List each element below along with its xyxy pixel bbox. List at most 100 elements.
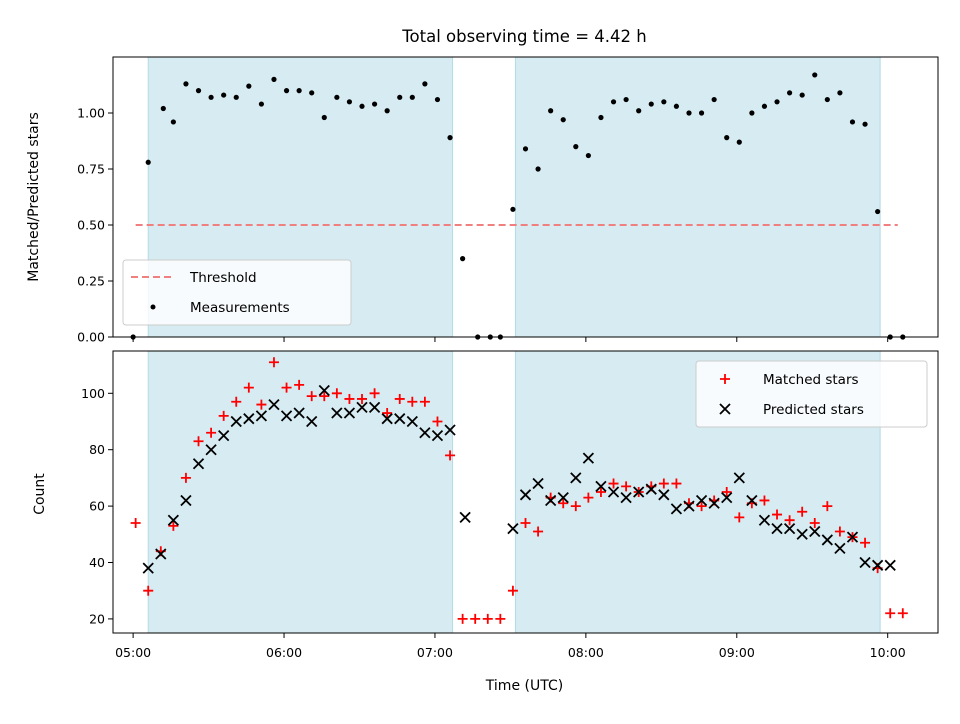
measurement-point: [447, 135, 453, 141]
matched-star-point: [595, 487, 606, 497]
matched-star-point: [759, 495, 770, 506]
matched-star-point: [357, 393, 368, 404]
measurement-point: [233, 94, 239, 100]
predicted-star-point: [834, 542, 846, 555]
matched-star-point: [822, 501, 833, 512]
measurement-point: [673, 103, 680, 109]
measurement-point: [183, 81, 189, 87]
y-tick-label: 100: [81, 386, 105, 401]
y-tick-label: 20: [89, 611, 105, 626]
measurement-point: [434, 96, 441, 103]
bottom-count-points: [130, 357, 908, 624]
matched-star-point: [721, 487, 732, 497]
bottom-y-ticks: 20 40 60 80 100: [81, 386, 113, 626]
matched-star-point: [897, 608, 908, 619]
predicted-star-point: [394, 413, 406, 425]
measurement-point: [610, 99, 617, 105]
measurement-point: [195, 88, 202, 94]
matched-star-point: [696, 501, 707, 512]
measurement-point: [711, 96, 717, 103]
matched-star-point: [268, 357, 279, 368]
top-legend: Threshold Measurements: [122, 259, 352, 326]
y-tick-label: 0.00: [77, 330, 105, 345]
y-tick-label: 60: [89, 499, 105, 514]
predicted-star-point: [620, 492, 632, 504]
matched-star-point: [772, 509, 783, 520]
predicted-star-point: [142, 562, 154, 574]
predicted-star-point: [670, 503, 683, 515]
predicted-star-point: [645, 483, 657, 495]
measurement-point: [548, 108, 554, 114]
predicted-star-point: [607, 486, 620, 498]
matched-star-point: [256, 399, 267, 410]
predicted-star-point: [268, 398, 280, 411]
matched-star-point: [495, 613, 506, 624]
predicted-star-point: [708, 497, 720, 509]
matched-star-point: [533, 526, 544, 537]
matched-legend-label: Matched stars: [763, 372, 859, 388]
predicted-star-point: [192, 458, 205, 470]
matched-star-point: [860, 537, 871, 548]
measurement-point: [623, 96, 629, 103]
predicted-star-point: [356, 401, 368, 414]
measurement-point: [283, 88, 290, 94]
measurement-point: [334, 94, 340, 100]
bottom-y-axis-label: Count: [32, 473, 48, 515]
measurement-point: [409, 94, 415, 100]
predicted-star-point: [180, 494, 192, 507]
predicted-star-point: [230, 415, 242, 428]
predicted-star-point: [343, 407, 356, 419]
matched-star-point: [180, 472, 191, 483]
matched-star-point: [419, 396, 430, 407]
predicted-star-point: [821, 534, 833, 546]
measurement-point: [736, 139, 742, 145]
y-tick-label: 1.00: [77, 106, 105, 121]
predicted-star-point: [570, 472, 582, 484]
y-tick-label: 0.75: [77, 162, 105, 177]
measurement-point: [661, 99, 667, 105]
matched-star-point: [130, 518, 141, 529]
matched-star-point: [344, 393, 355, 404]
predicted-star-point: [419, 427, 431, 439]
predicted-star-point: [733, 472, 745, 484]
matched-star-point: [671, 478, 682, 489]
predicted-star-point: [331, 407, 343, 419]
matched-star-point: [734, 512, 745, 523]
predicted-star-point: [582, 452, 595, 464]
measurements-legend-swatch: [150, 304, 156, 310]
predicted-star-point: [695, 494, 708, 507]
matched-star-point: [331, 388, 342, 399]
predicted-legend-swatch: [719, 403, 731, 415]
measurement-point: [849, 119, 856, 125]
predicted-star-point: [155, 548, 167, 560]
predicted-star-point: [381, 413, 393, 425]
matched-star-point: [658, 478, 669, 489]
matched-star-point: [218, 410, 229, 421]
matched-star-point: [369, 388, 380, 399]
bottom-legend: Matched stars Predicted stars: [695, 360, 928, 428]
predicted-star-point: [459, 511, 471, 524]
x-tick-label: 06:00: [266, 645, 302, 660]
predicted-star-point: [633, 486, 645, 498]
matched-star-point: [306, 391, 317, 402]
predicted-star-point: [884, 559, 896, 571]
matched-star-point: [168, 520, 179, 531]
matched-star-point: [407, 396, 418, 407]
predicted-star-point: [306, 415, 318, 428]
matched-legend-swatch: [720, 374, 730, 384]
measurement-point: [787, 90, 793, 96]
predicted-star-point: [280, 410, 293, 422]
shaded-interval: [147, 350, 454, 634]
predicted-star-point: [871, 559, 884, 571]
matched-star-point: [621, 481, 632, 492]
measurement-point: [460, 256, 466, 262]
matched-star-point: [281, 382, 292, 393]
y-tick-label: 0.25: [77, 274, 105, 289]
predicted-legend-label: Predicted stars: [763, 402, 864, 418]
predicted-star-point: [859, 556, 871, 569]
predicted-star-point: [519, 489, 532, 501]
measurement-point: [573, 144, 579, 150]
matched-star-point: [394, 393, 405, 404]
measurement-point: [510, 206, 516, 212]
matched-star-point: [570, 501, 581, 512]
